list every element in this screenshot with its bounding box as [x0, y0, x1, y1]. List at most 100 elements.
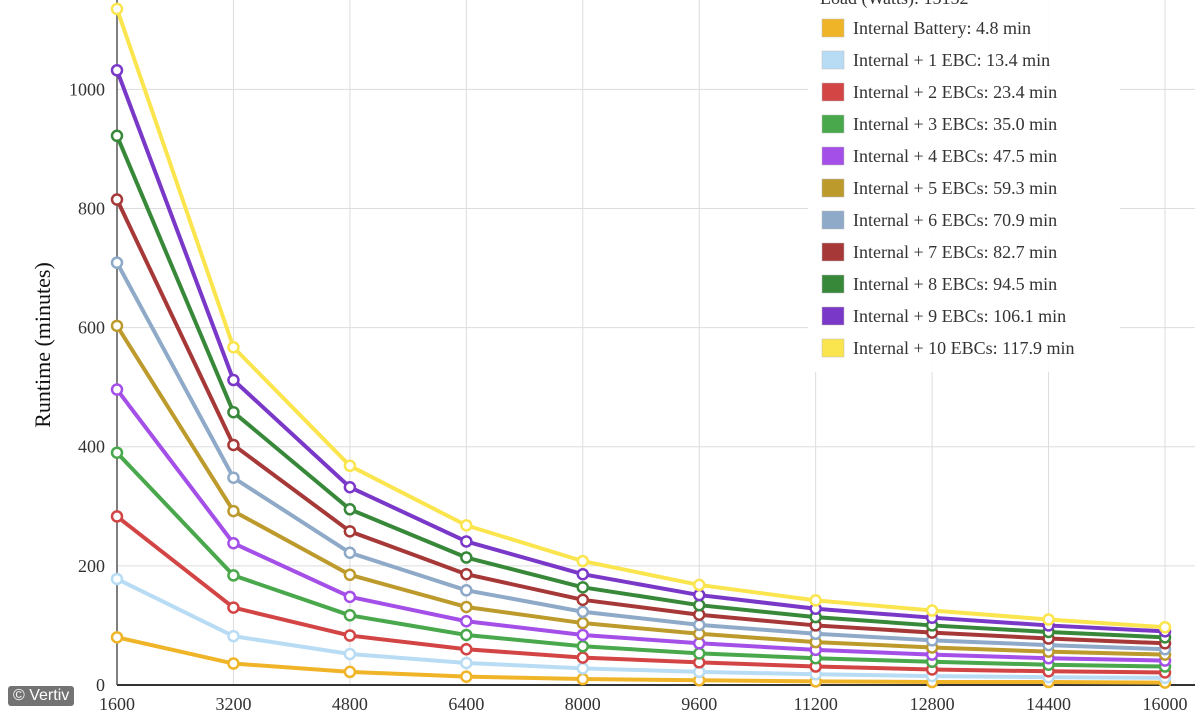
- data-point: [460, 535, 473, 548]
- data-point: [1042, 613, 1055, 626]
- y-tick-label: 200: [78, 556, 105, 576]
- data-point: [110, 572, 124, 586]
- series-line: [115, 514, 1166, 675]
- data-point: [227, 601, 240, 614]
- data-point: [460, 656, 473, 670]
- data-point: [227, 629, 240, 643]
- data-point: [343, 665, 357, 679]
- data-point: [343, 629, 357, 642]
- data-point: [110, 631, 124, 644]
- vertiv-watermark: © Vertiv: [8, 686, 75, 706]
- data-point: [460, 567, 473, 581]
- legend-swatch: [821, 306, 845, 326]
- data-point: [460, 519, 473, 532]
- data-point: [110, 129, 124, 143]
- series-line: [115, 261, 1166, 652]
- series-line: [115, 135, 1166, 640]
- data-point: [576, 628, 590, 642]
- data-point: [343, 480, 357, 494]
- data-point: [110, 510, 124, 523]
- series-line: [115, 198, 1166, 646]
- series-line: [116, 577, 1166, 680]
- data-point: [576, 554, 590, 568]
- legend-entry: Internal + 2 EBCs: 23.4 min: [853, 82, 1057, 102]
- x-tick-label: 12800: [910, 694, 955, 714]
- legend-swatch: [821, 114, 845, 134]
- data-point: [576, 616, 590, 630]
- x-tick-label: 11200: [793, 694, 837, 714]
- data-point: [925, 604, 939, 617]
- legend-background: [808, 0, 1120, 372]
- legend-entry: Internal + 7 EBCs: 82.7 min: [853, 242, 1057, 262]
- y-tick-label: 1000: [69, 79, 105, 99]
- data-point: [227, 373, 240, 387]
- series-2: [110, 510, 1172, 679]
- series-line: [115, 69, 1166, 634]
- data-point: [460, 615, 473, 628]
- x-tick-label: 1600: [99, 694, 135, 714]
- y-axis-label: Runtime (minutes): [30, 262, 55, 428]
- legend-swatch: [821, 274, 845, 294]
- data-point: [460, 584, 473, 597]
- data-point: [576, 640, 590, 653]
- series-7: [110, 193, 1172, 650]
- legend-entry: Internal Battery: 4.8 min: [853, 18, 1031, 38]
- y-tick-label: 0: [96, 675, 105, 695]
- data-point: [227, 405, 240, 419]
- series-line: [115, 451, 1166, 669]
- legend-swatch: [821, 146, 845, 166]
- data-point: [576, 581, 590, 594]
- x-tick-label: 4800: [332, 694, 368, 714]
- legend-entry: Internal + 9 EBCs: 106.1 min: [853, 306, 1066, 326]
- y-tick-label: 800: [78, 198, 105, 218]
- legend-swatch: [821, 210, 845, 230]
- legend-swatch: [821, 338, 845, 358]
- legend-entry: Internal + 6 EBCs: 70.9 min: [853, 210, 1057, 230]
- data-point: [692, 578, 706, 592]
- data-point: [227, 569, 240, 582]
- series-lines: [110, 2, 1172, 689]
- data-point: [576, 605, 590, 618]
- data-point: [227, 536, 240, 550]
- series-line: [115, 388, 1166, 663]
- series-line: [116, 635, 1166, 685]
- data-point: [460, 643, 473, 656]
- data-point: [227, 471, 240, 484]
- data-point: [343, 459, 357, 473]
- legend-entry: Internal + 10 EBCs: 117.9 min: [853, 338, 1074, 358]
- data-point: [692, 588, 706, 602]
- series-6: [110, 256, 1172, 656]
- x-tick-labels: 1600 3200 4800 6400 8000 9600 11200 12800 14400 1…: [99, 694, 1188, 714]
- data-point: [110, 193, 124, 206]
- data-point: [576, 662, 590, 675]
- data-point: [692, 618, 706, 632]
- data-point: [110, 64, 124, 77]
- data-point: [576, 567, 590, 581]
- data-point: [227, 438, 240, 452]
- legend-swatch: [821, 82, 845, 102]
- series-line: [115, 324, 1166, 657]
- legend-entry: Internal + 3 EBCs: 35.0 min: [853, 114, 1057, 134]
- legend-swatch: [821, 18, 845, 38]
- data-point: [576, 593, 590, 607]
- data-point: [809, 594, 822, 607]
- x-tick-label: 3200: [215, 694, 251, 714]
- data-point: [110, 2, 124, 16]
- x-tick-label: 8000: [565, 694, 601, 714]
- series-line: [115, 8, 1166, 630]
- data-point: [343, 609, 357, 622]
- data-point: [110, 446, 124, 459]
- legend-entry: Internal + 4 EBCs: 47.5 min: [853, 146, 1057, 166]
- legend-header: Load (Watts): 15152: [820, 0, 969, 9]
- x-tick-label: 14400: [1026, 694, 1071, 714]
- data-point: [110, 319, 124, 333]
- legend-swatch: [821, 50, 845, 70]
- legend-entry: Internal + 8 EBCs: 94.5 min: [853, 274, 1057, 294]
- data-point: [576, 672, 590, 686]
- data-point: [227, 341, 240, 354]
- data-point: [1158, 620, 1172, 634]
- data-point: [343, 647, 357, 661]
- data-point: [227, 504, 240, 518]
- x-tick-label: 9600: [681, 694, 717, 714]
